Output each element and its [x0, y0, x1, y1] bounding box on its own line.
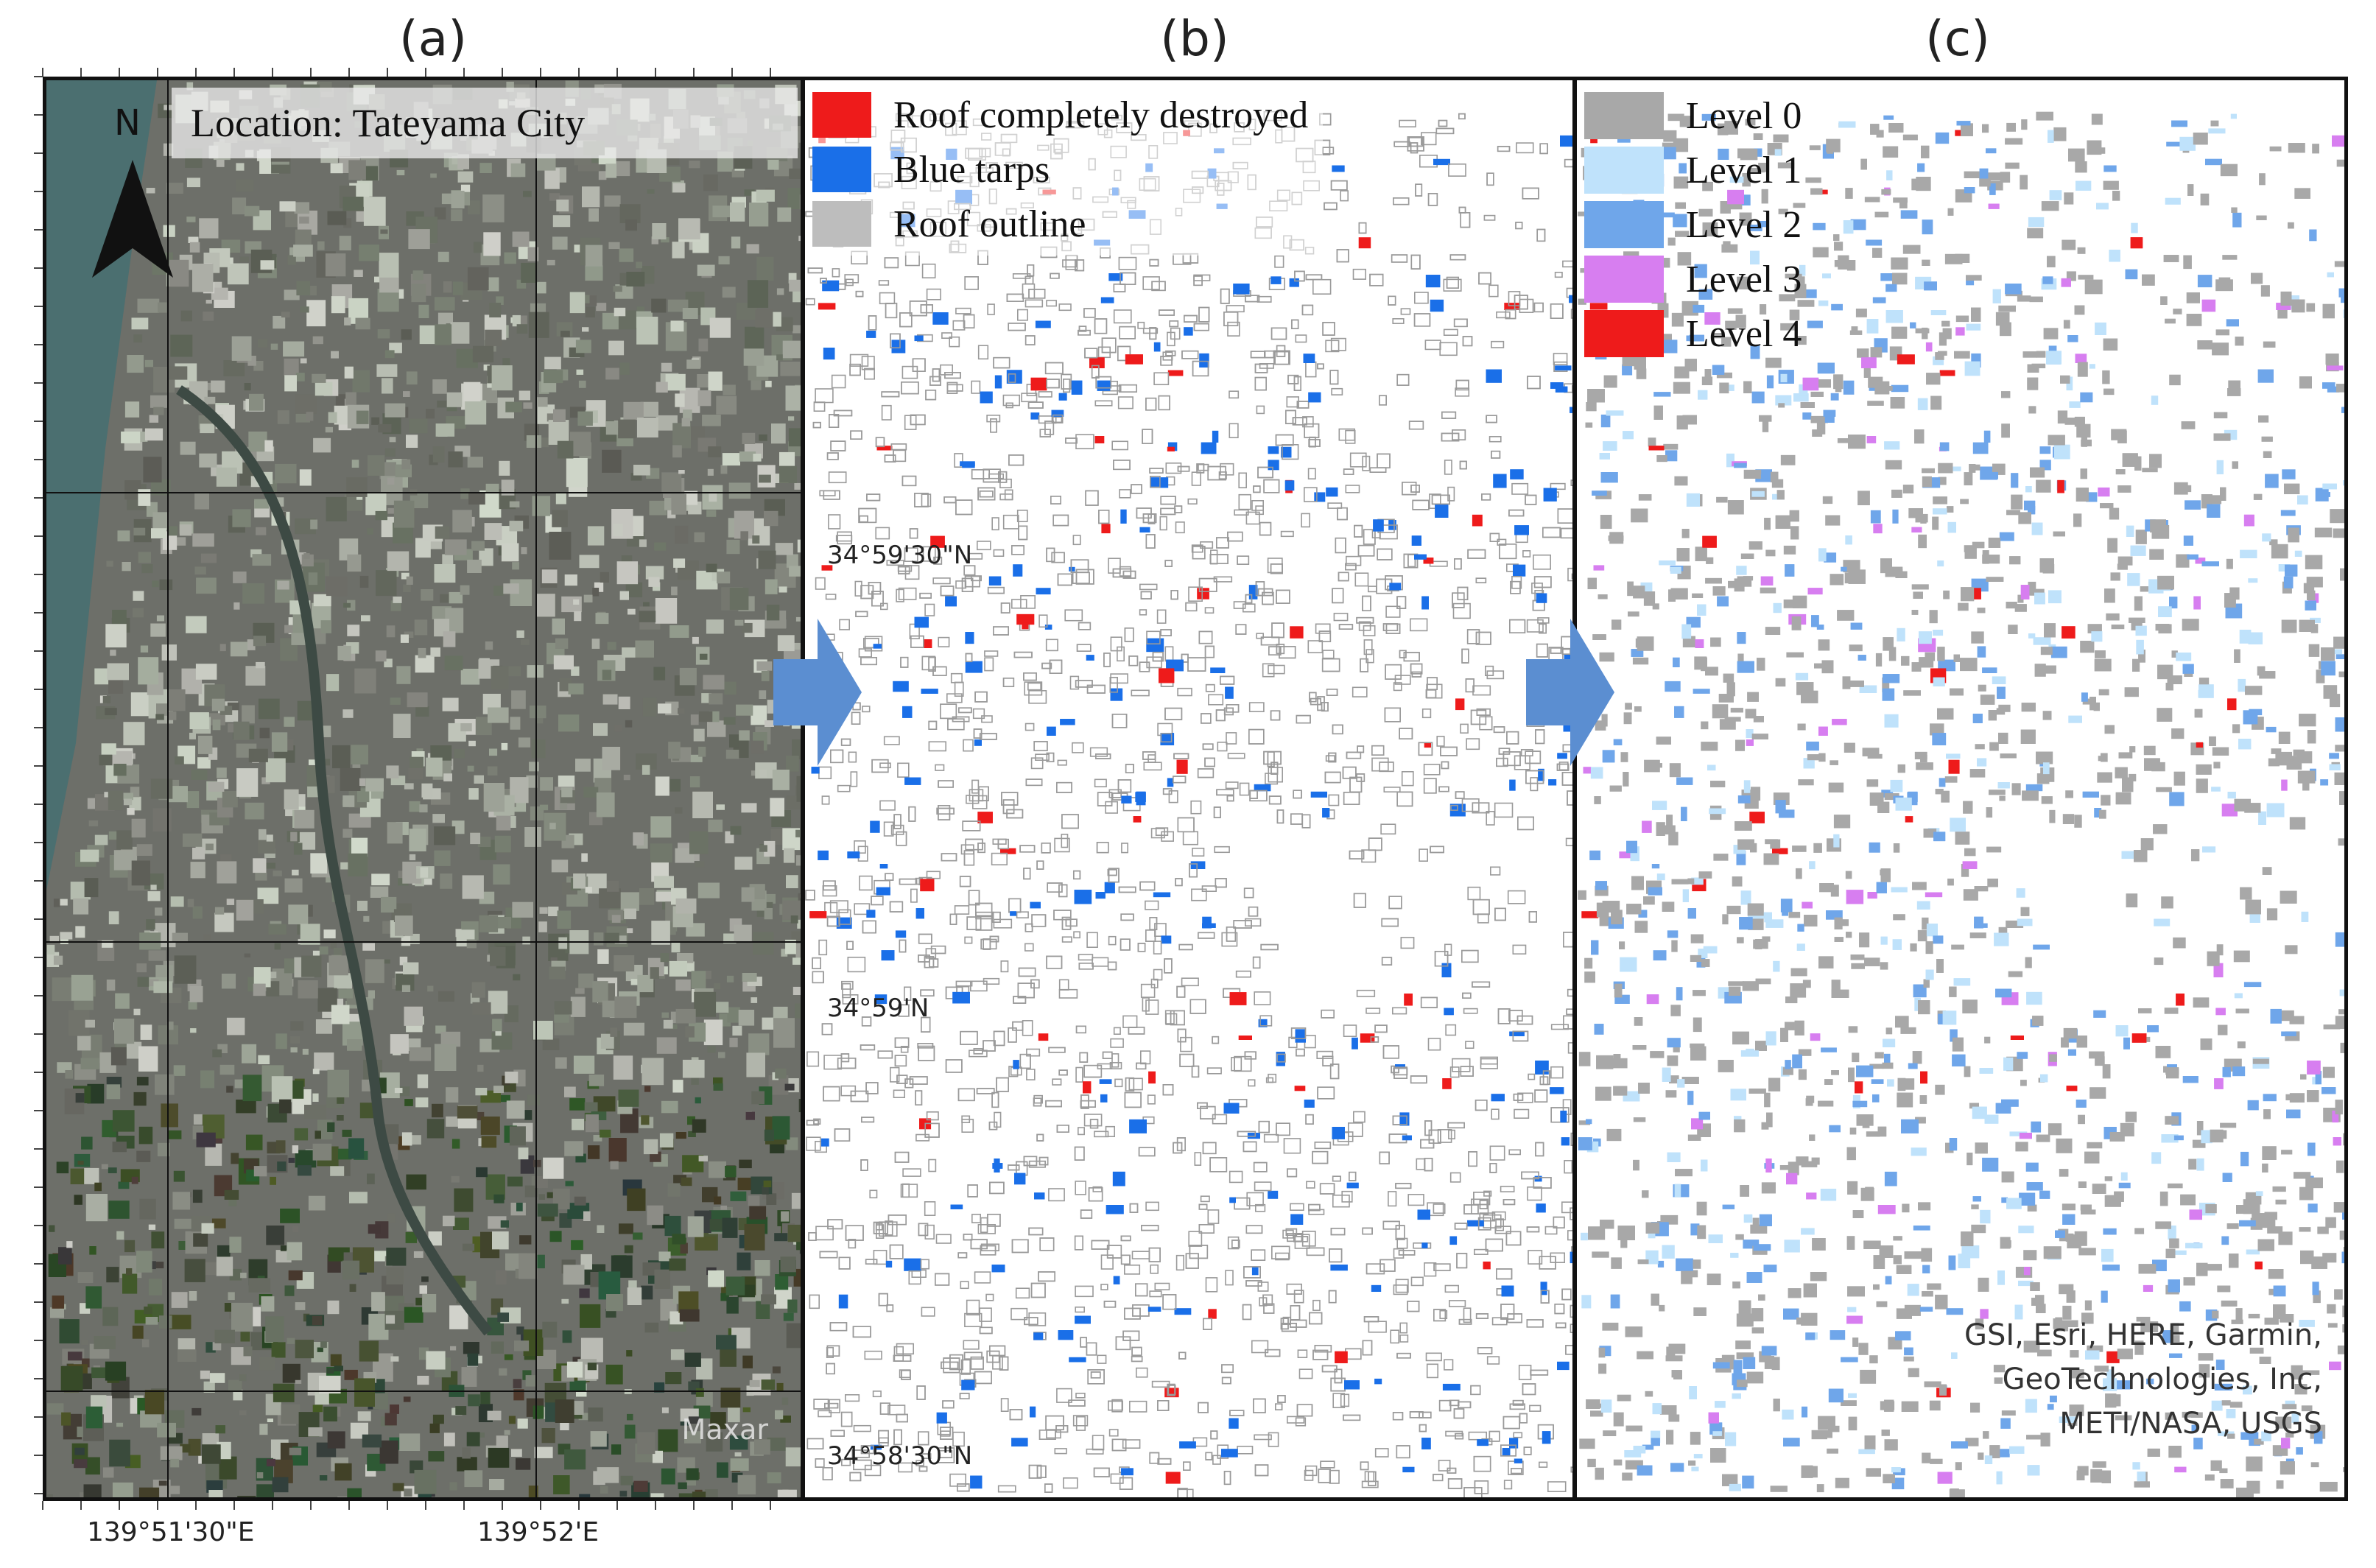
legend-swatch	[1584, 201, 1664, 248]
latitude-label-2: 34°59'N	[827, 994, 929, 1023]
legend-swatch	[1584, 310, 1664, 357]
attribution-line: GeoTechnologies, Inc,	[2002, 1363, 2322, 1396]
attribution-line: GSI, Esri, HERE, Garmin,	[1964, 1318, 2322, 1352]
legend-swatch	[812, 201, 871, 247]
north-label: N	[114, 102, 141, 144]
legend-label: Level 4	[1686, 312, 1802, 355]
damage-level-legend: Level 0 Level 1 Level 2 Level 3 Level 4	[1584, 92, 1802, 365]
legend-swatch	[1584, 92, 1664, 139]
longitude-label-1: 139°51'30"E	[87, 1517, 255, 1547]
roof-damage-map-panel: Roof completely destroyed Blue tarps Roo…	[801, 77, 1576, 1501]
panel-label-a: (a)	[399, 10, 467, 67]
location-label: Location: Tateyama City	[172, 88, 798, 158]
latitude-label-1: 34°59'30"N	[827, 541, 973, 570]
legend-item-level-2: Level 2	[1584, 201, 1802, 248]
legend-swatch	[1584, 147, 1664, 194]
legend-label: Level 1	[1686, 149, 1802, 191]
latitude-label-3: 34°58'30"N	[827, 1441, 973, 1471]
attribution-line: METI/NASA, USGS	[2059, 1407, 2322, 1441]
panel-label-c: (c)	[1925, 10, 1990, 67]
legend-item-level-0: Level 0	[1584, 92, 1802, 139]
roof-damage-legend: Roof completely destroyed Blue tarps Roo…	[812, 92, 1324, 256]
right-arrow-icon	[773, 619, 862, 766]
aerial-imagery	[46, 80, 801, 1497]
legend-label: Level 2	[1686, 203, 1802, 246]
legend-item-roof-outline: Roof outline	[812, 201, 1308, 247]
legend-item-level-4: Level 4	[1584, 310, 1802, 357]
map-attribution: GSI, Esri, HERE, Garmin, GeoTechnologies…	[1964, 1313, 2322, 1446]
legend-swatch	[812, 147, 871, 192]
legend-label: Level 3	[1686, 258, 1802, 300]
legend-item-level-3: Level 3	[1584, 256, 1802, 303]
imagery-credit: Maxar	[681, 1413, 768, 1446]
legend-label: Level 0	[1686, 94, 1802, 137]
legend-label: Roof outline	[893, 203, 1086, 245]
damage-level-map-panel: Level 0 Level 1 Level 2 Level 3 Level 4 …	[1573, 77, 2348, 1501]
legend-item-blue-tarps: Blue tarps	[812, 147, 1308, 192]
north-arrow-icon	[92, 160, 173, 278]
legend-swatch	[1584, 256, 1664, 303]
longitude-label-2: 139°52'E	[477, 1517, 600, 1547]
legend-swatch	[812, 92, 871, 138]
building-footprints-map	[805, 110, 1572, 1497]
legend-label: Roof completely destroyed	[893, 94, 1309, 136]
panel-label-b: (b)	[1160, 10, 1229, 67]
legend-label: Blue tarps	[893, 148, 1050, 191]
legend-item-level-1: Level 1	[1584, 147, 1802, 194]
aerial-image-panel: Location: Tateyama City N Maxar	[43, 77, 804, 1501]
legend-item-roof-destroyed: Roof completely destroyed	[812, 92, 1308, 138]
damage-level-map	[1578, 111, 2344, 1497]
right-arrow-icon	[1526, 619, 1614, 766]
